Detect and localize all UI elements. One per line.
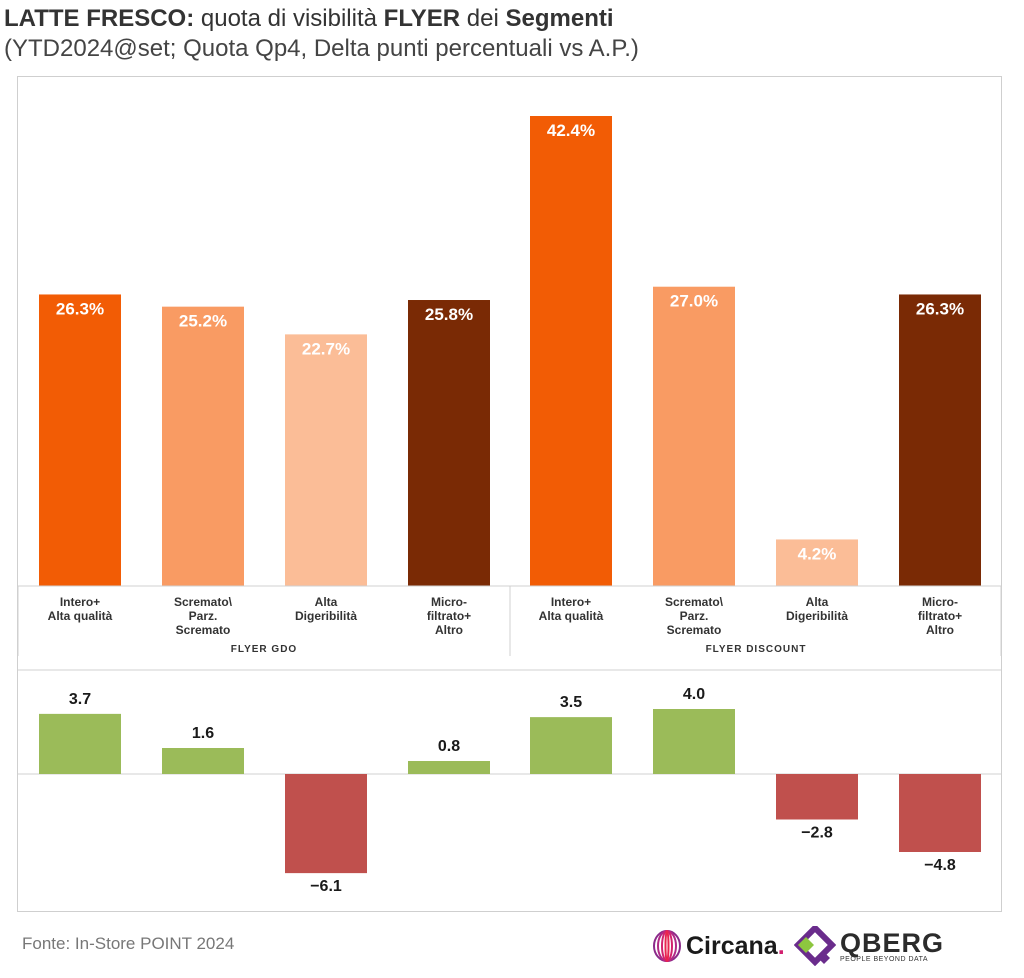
delta-bar — [530, 717, 612, 774]
category-label: Altro — [926, 623, 954, 637]
delta-data-label: −6.1 — [310, 878, 342, 895]
delta-data-label: 3.7 — [69, 691, 91, 708]
category-label: Intero+ — [551, 595, 591, 609]
circana-mark-icon — [653, 930, 681, 962]
title-bold-2: FLYER — [383, 5, 461, 32]
source-note: Fonte: In-Store POINT 2024 — [22, 934, 235, 953]
share-bar — [530, 116, 612, 586]
share-data-label: 42.4% — [547, 121, 595, 140]
category-label: Micro- — [431, 595, 467, 609]
category-label: Alta qualità — [48, 609, 113, 623]
qberg-name: QBERG — [840, 927, 945, 958]
circana-dot: . — [777, 931, 785, 960]
title-bold-3: Segmenti — [505, 5, 614, 32]
category-label: filtrato+ — [918, 609, 962, 623]
category-label: filtrato+ — [427, 609, 471, 623]
chart-frame — [17, 76, 1002, 912]
category-label: Scremato — [176, 623, 231, 637]
category-label: Intero+ — [60, 595, 100, 609]
chart-title: LATTE FRESCO: quota di visibilità FLYER … — [4, 4, 614, 34]
qberg-logo: QBERG PEOPLE BEYOND DATA — [794, 926, 944, 966]
share-bar — [653, 286, 735, 586]
share-data-label: 26.3% — [56, 299, 104, 318]
share-bar — [162, 306, 244, 586]
delta-data-label: 0.8 — [438, 738, 460, 755]
category-label: Altro — [435, 623, 463, 637]
category-label: Parz. — [189, 609, 218, 623]
category-label: Digeribilità — [295, 609, 357, 623]
delta-bar — [408, 761, 490, 774]
share-data-label: 25.8% — [425, 305, 473, 324]
circana-logo: Circana. — [652, 928, 785, 964]
share-bar — [408, 300, 490, 586]
share-bar — [39, 294, 121, 586]
category-label: Alta — [806, 595, 829, 609]
qberg-mark-icon — [794, 926, 836, 966]
category-label: Digeribilità — [786, 609, 848, 623]
title-bold-1: LATTE FRESCO: — [4, 5, 195, 32]
category-label: Scremato — [667, 623, 722, 637]
share-data-label: 25.2% — [179, 312, 227, 331]
share-data-label: 22.7% — [302, 339, 350, 358]
share-data-label: 26.3% — [916, 299, 964, 318]
share-bar — [776, 539, 858, 586]
delta-data-label: −2.8 — [801, 825, 833, 842]
group-label: FLYER GDO — [231, 644, 297, 655]
share-data-label: 4.2% — [798, 544, 837, 563]
share-bar — [285, 334, 367, 586]
title-text-1: quota di visibilità — [194, 5, 384, 32]
delta-data-label: 4.0 — [683, 686, 705, 703]
share-bar — [899, 294, 981, 586]
circana-name: Circana — [686, 931, 778, 960]
delta-bar — [39, 713, 121, 774]
category-label: Parz. — [680, 609, 709, 623]
chart-subtitle: (YTD2024@set; Quota Qp4, Delta punti per… — [4, 35, 639, 62]
delta-bar — [899, 774, 981, 852]
delta-data-label: 3.5 — [560, 694, 582, 711]
delta-bar — [776, 774, 858, 820]
category-label: Scremato\ — [174, 595, 233, 609]
group-label: FLYER DISCOUNT — [706, 644, 807, 655]
title-text-2: dei — [460, 5, 506, 32]
category-label: Alta qualità — [539, 609, 604, 623]
delta-bar — [285, 774, 367, 874]
qberg-tagline: PEOPLE BEYOND DATA — [840, 955, 929, 963]
category-label: Alta — [315, 595, 338, 609]
category-label: Micro- — [922, 595, 958, 609]
delta-bar — [653, 709, 735, 774]
delta-bar — [162, 748, 244, 774]
delta-data-label: 1.6 — [192, 725, 214, 742]
delta-data-label: −4.8 — [924, 857, 956, 874]
share-data-label: 27.0% — [670, 292, 718, 311]
category-label: Scremato\ — [665, 595, 724, 609]
